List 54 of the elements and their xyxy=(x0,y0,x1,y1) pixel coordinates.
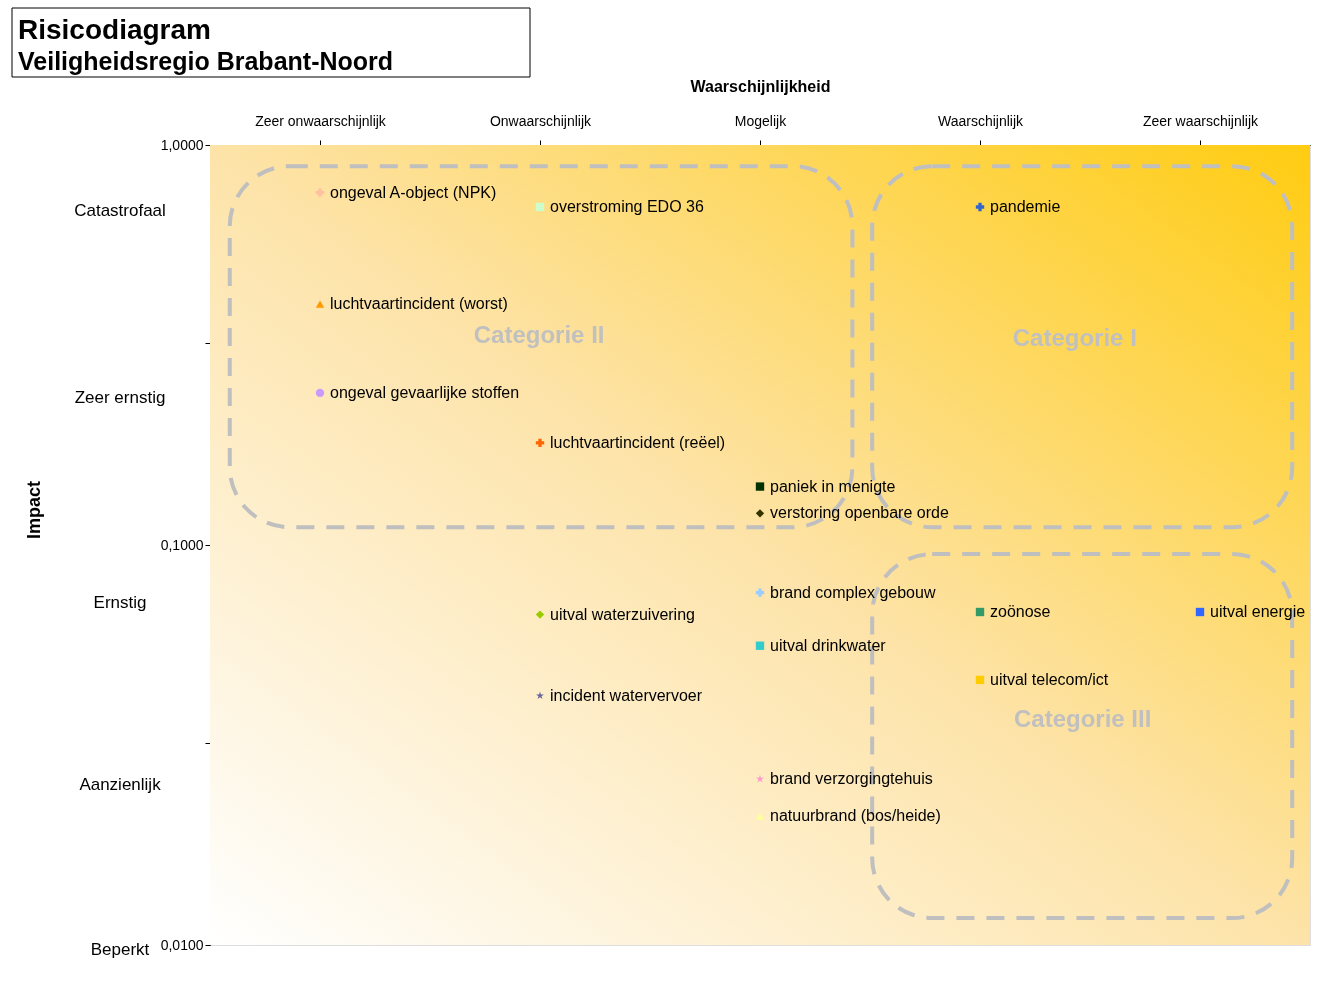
x-tick-label: Onwaarschijnlijk xyxy=(489,112,593,129)
point xyxy=(756,774,764,783)
point xyxy=(755,509,765,518)
point xyxy=(535,202,545,212)
text: Impact xyxy=(24,480,44,539)
series-label: brand complex gebouw xyxy=(770,583,936,601)
y-tick-label: 1,0000 xyxy=(160,136,204,153)
text: Ernstig xyxy=(93,593,147,613)
annotation: Categorie I xyxy=(1012,324,1137,351)
point xyxy=(975,675,985,685)
series-label: paniek in menigte xyxy=(770,477,896,495)
chart-subtitle: Veiligheidsregio Brabant-Noord xyxy=(18,47,394,75)
point xyxy=(975,202,985,212)
point xyxy=(315,388,325,398)
chart-title: Risicodiagram xyxy=(18,14,211,45)
series-label: luchtvaartincident (reëel) xyxy=(550,433,726,451)
point xyxy=(755,641,765,650)
series-label: uitval drinkwater xyxy=(770,636,887,654)
annotation: Categorie II xyxy=(473,321,605,349)
text: Catastrofaal xyxy=(74,201,166,221)
series-label: natuurbrand (bos/heide) xyxy=(770,807,941,825)
x-tick-label: Waarschijnlijk xyxy=(937,112,1025,129)
x-tick-label: Zeer onwaarschijnlijk xyxy=(255,112,387,129)
point xyxy=(315,300,325,308)
point xyxy=(975,607,985,617)
point xyxy=(535,610,545,619)
x-axis-title: Waarschijnlijkheid xyxy=(690,77,831,95)
series-label: zoönose xyxy=(990,603,1051,620)
x-tick-label: Mogelijk xyxy=(734,112,788,129)
series-label: ongeval A-object (NPK) xyxy=(330,183,497,201)
series-label: uitval telecom/ict xyxy=(990,670,1109,688)
point xyxy=(315,188,325,197)
text: Beperkt xyxy=(90,939,150,959)
series-label: brand verzorgingtehuis xyxy=(770,770,933,788)
series-label: pandemie xyxy=(990,197,1061,215)
annotation: Categorie III xyxy=(1014,705,1152,733)
point xyxy=(755,482,765,491)
series-label: uitval waterzuivering xyxy=(550,605,695,623)
series-label: ongeval gevaarlijke stoffen xyxy=(330,383,520,401)
point xyxy=(755,588,765,597)
y-tick-label: 0,0100 xyxy=(160,936,204,953)
x-tick-label: Zeer waarschijnlijk xyxy=(1142,112,1260,129)
y-tick-label: 0,1000 xyxy=(160,536,204,553)
series-label: verstoring openbare orde xyxy=(770,504,949,522)
series-label: overstroming EDO 36 xyxy=(550,197,704,215)
text: Aanzienlijk xyxy=(79,774,162,794)
series-label: luchtvaartincident (worst) xyxy=(330,295,508,313)
point xyxy=(755,812,765,820)
series-label: uitval energie xyxy=(1210,603,1306,620)
text: Zeer ernstig xyxy=(74,387,166,407)
point xyxy=(535,438,545,448)
point xyxy=(536,691,544,700)
point xyxy=(1195,607,1205,617)
series-label: incident watervervoer xyxy=(550,686,703,704)
